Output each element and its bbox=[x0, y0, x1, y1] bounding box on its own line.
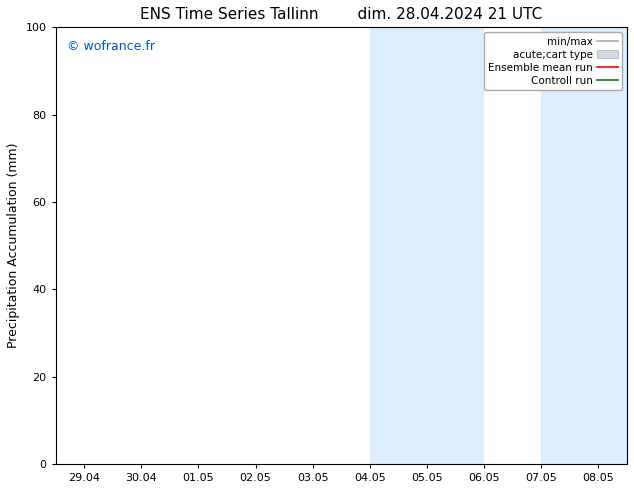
Y-axis label: Precipitation Accumulation (mm): Precipitation Accumulation (mm) bbox=[7, 143, 20, 348]
Bar bbox=[598, 27, 627, 464]
Bar bbox=[370, 27, 427, 464]
Bar bbox=[427, 27, 484, 464]
Bar bbox=[541, 27, 598, 464]
Legend: min/max, acute;cart type, Ensemble mean run, Controll run: min/max, acute;cart type, Ensemble mean … bbox=[484, 32, 622, 90]
Title: ENS Time Series Tallinn        dim. 28.04.2024 21 UTC: ENS Time Series Tallinn dim. 28.04.2024 … bbox=[140, 7, 543, 22]
Text: © wofrance.fr: © wofrance.fr bbox=[67, 40, 155, 53]
